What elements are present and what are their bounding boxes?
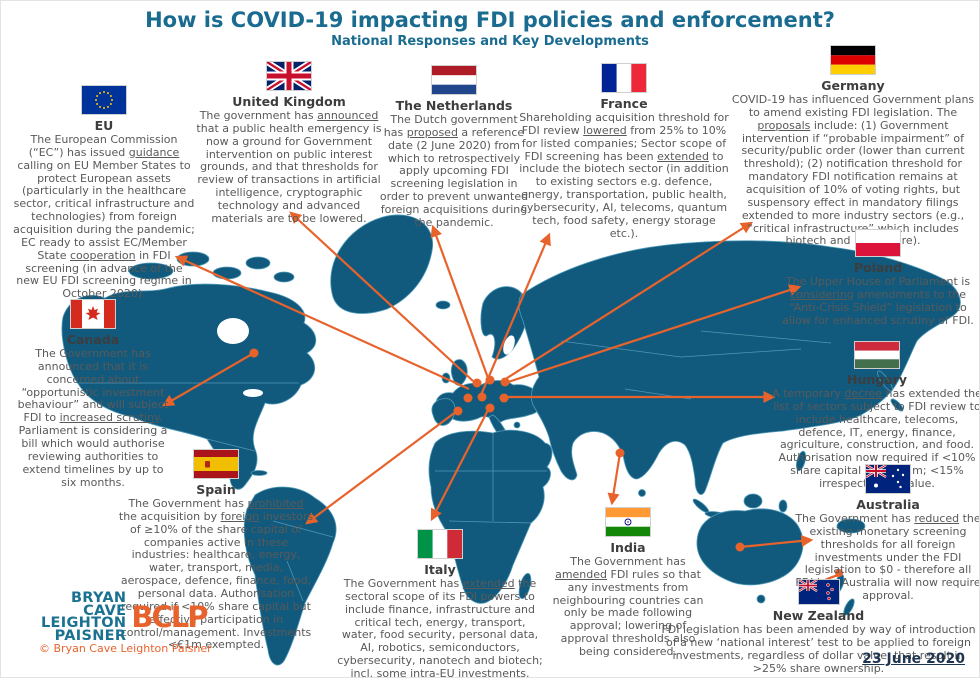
country-name: EU [94,118,114,133]
page-subtitle: National Responses and Key Developments [331,34,649,49]
country-block-australia: Australia The Government has reduced the… [794,464,980,603]
country-name: Australia [856,497,920,512]
map-markers [249,348,843,577]
country-name: France [600,96,648,111]
country-block-eu: EU The European Commission (“EC”) has is… [13,85,195,301]
country-name: The Netherlands [395,98,513,113]
country-text: The Government has announced that it is … [17,347,169,489]
arrow-australia [739,534,814,549]
country-name: Spain [196,482,236,497]
australia-flag-icon [794,464,979,494]
india-flag-icon [548,507,708,537]
country-name: United Kingdom [232,94,346,109]
bclp-logo-mark-icon: BCLP [131,599,208,634]
country-block-netherlands: The Netherlands The Dutch government has… [379,65,529,230]
arrow-france [479,232,551,396]
country-block-spain: Spain The Government has prohibited the … [118,449,314,652]
hungary-flag-icon [771,341,979,369]
country-block-new-zealand: New Zealand FDI legislation has been ame… [661,579,976,675]
country-text: The Government has prohibited the acquis… [118,497,314,652]
country-text: FDI legislation has been amended by way … [661,623,976,675]
country-text: The Government has amended FDI rules so … [552,555,704,659]
country-text: The European Commission (“EC”) has issue… [13,133,195,301]
country-text: The government has announced that a publ… [196,109,382,225]
arrow-canada [161,352,255,407]
arrow-spain [305,410,458,525]
country-block-france: France Shareholding acquisition threshol… [518,63,730,241]
country-name: Italy [424,562,456,577]
arrow-uk [289,211,474,382]
arrow-poland [507,284,802,384]
canada-flag-icon [15,299,171,329]
country-name: Poland [853,260,903,275]
arrow-netherlands [430,224,490,379]
copyright-notice: © Bryan Cave Leighton Paisner [39,642,212,655]
country-block-canada: Canada The Government has announced that… [15,299,171,489]
germany-flag-icon [728,45,978,75]
country-block-italy: Italy The Government has extended the se… [336,529,544,678]
country-block-germany: Germany COVID-19 has influenced Governme… [728,45,978,248]
spain-flag-icon [118,449,314,479]
country-block-india: India The Government has amended FDI rul… [548,507,708,659]
country-name: India [610,540,646,555]
country-text: COVID-19 has influenced Government plans… [731,93,975,248]
netherlands-flag-icon [379,65,529,95]
country-text: The Dutch government has proposed a refe… [379,113,529,229]
country-text: The Government has reduced the existing … [795,512,980,603]
arrow-eu [174,255,470,391]
uk-flag-icon [193,61,385,91]
arrow-italy [430,407,490,522]
arrow-india [607,452,622,506]
france-flag-icon [518,63,730,93]
eu-flag-icon [13,85,195,115]
italy-flag-icon [336,529,544,559]
country-name: Canada [66,332,120,347]
country-text: The Government has extended the sectoral… [337,577,543,678]
country-block-poland: Poland The Upper House of Parliament is … [778,229,978,327]
country-text: The Upper House of Parliament is conside… [782,275,974,327]
country-text: Shareholding acquisition threshold for F… [519,111,729,240]
country-name: New Zealand [772,608,865,623]
new-zealand-flag-icon [661,579,976,605]
country-name: Hungary [847,372,907,387]
publication-date: 23 June 2020 [862,651,965,667]
bclp-logo-wordmark: BRYAN CAVE LEIGHTON PAISNER [41,590,127,644]
arrow-germany [503,221,754,381]
country-block-uk: United Kingdom The government has announ… [193,61,385,226]
bclp-logo: BRYAN CAVE LEIGHTON PAISNER BCLP [41,590,208,644]
page-title: How is COVID-19 impacting FDI policies a… [145,8,835,32]
country-name: Germany [821,78,885,93]
poland-flag-icon [778,229,978,257]
